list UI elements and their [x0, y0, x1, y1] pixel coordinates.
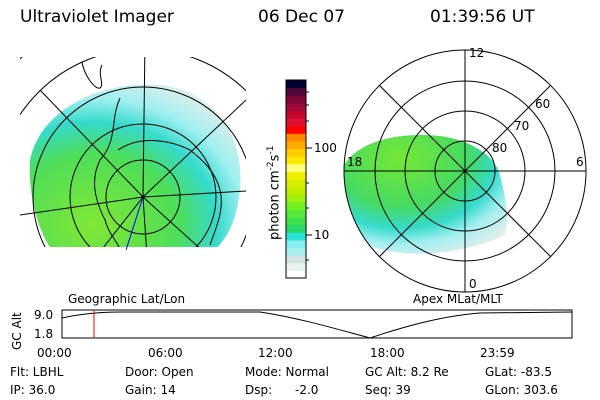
colorbar-segment — [286, 140, 306, 150]
colorbar-segment — [286, 118, 306, 127]
colorbar-segment — [286, 156, 306, 165]
colorbar-segment — [286, 110, 306, 119]
colorbar-segment — [286, 163, 306, 172]
geographic-aurora-image — [29, 84, 241, 247]
colorbar-segment — [286, 201, 306, 210]
mlat-label-60: 60 — [535, 97, 551, 111]
colorbar-segment — [286, 232, 306, 241]
mlt-label-0: 0 — [469, 277, 477, 291]
colorbar-segment — [286, 247, 306, 256]
gain-info: Gain: 14 — [125, 383, 176, 397]
colorbar-tick-10: 10 — [314, 228, 330, 242]
apex-grid — [343, 49, 587, 293]
altitude-curve — [61, 311, 573, 339]
time-label: 01:39:56 UT — [430, 7, 535, 27]
ip-info: IP: 36.0 — [10, 383, 56, 397]
date-label: 06 Dec 07 — [258, 7, 345, 27]
altitude-plot-frame — [61, 309, 573, 339]
mode-info: Mode: Normal — [245, 365, 329, 379]
glat-info: GLat: -83.5 — [485, 365, 552, 379]
colorbar-segment — [286, 224, 306, 233]
dsp-label: Dsp: — [245, 383, 273, 397]
colorbar-segment — [286, 133, 306, 142]
colorbar-segment — [286, 87, 306, 96]
instrument-title: Ultraviolet Imager — [20, 7, 174, 27]
xtick-0000: 00:00 — [37, 346, 72, 360]
colorbar-ticks — [306, 91, 312, 261]
colorbar-segment — [286, 255, 306, 264]
colorbar-frame — [285, 79, 307, 279]
colorbar-segment — [286, 209, 306, 218]
colorbar — [286, 80, 306, 279]
altitude-ylabel: GC Alt — [10, 312, 24, 350]
gc-alt-info: GC Alt: 8.2 Re — [365, 365, 449, 379]
dsp-value: -2.0 — [295, 383, 319, 397]
colorbar-unit-label: photon cm-2s-1 — [266, 145, 283, 240]
xtick-2359: 23:59 — [480, 346, 515, 360]
xtick-0600: 06:00 — [148, 346, 183, 360]
altitude-ytick-9: 9.0 — [34, 308, 54, 322]
colorbar-segment — [286, 125, 306, 134]
colorbar-segment — [286, 186, 306, 195]
door-info: Door: Open — [125, 365, 194, 379]
apex-label: Apex MLat/MLT — [413, 292, 503, 306]
mlt-label-18: 18 — [347, 155, 363, 169]
mlt-label-12: 12 — [469, 46, 485, 60]
filter-info: Flt: LBHL — [10, 365, 64, 379]
colorbar-segment — [286, 102, 306, 111]
colorbar-segment — [286, 262, 306, 271]
altitude-ytick-1.8: 1.8 — [34, 327, 54, 341]
geographic-grid — [20, 57, 246, 247]
colorbar-segment — [286, 270, 306, 279]
pole-marker — [141, 195, 145, 199]
colorbar-segment — [286, 194, 306, 203]
apex-aurora-image — [344, 135, 508, 254]
colorbar-segment — [286, 239, 306, 249]
colorbar-tick-100: 100 — [314, 141, 337, 155]
colorbar-segment — [286, 217, 306, 226]
mlat-label-80: 80 — [492, 141, 508, 155]
seq-info: Seq: 39 — [365, 383, 411, 397]
mlt-label-6: 6 — [576, 155, 584, 169]
xtick-1200: 12:00 — [258, 346, 293, 360]
geographic-label: Geographic Lat/Lon — [68, 292, 186, 306]
glon-info: GLon: 303.6 — [485, 383, 558, 397]
satellite-meridian-line — [125, 196, 144, 251]
colorbar-segment — [286, 148, 306, 157]
colorbar-segment — [286, 80, 306, 89]
mlat-label-70: 70 — [514, 119, 530, 133]
colorbar-segment — [286, 171, 306, 180]
colorbar-segment — [286, 179, 306, 188]
xtick-1800: 18:00 — [370, 346, 405, 360]
colorbar-segment — [286, 95, 306, 104]
